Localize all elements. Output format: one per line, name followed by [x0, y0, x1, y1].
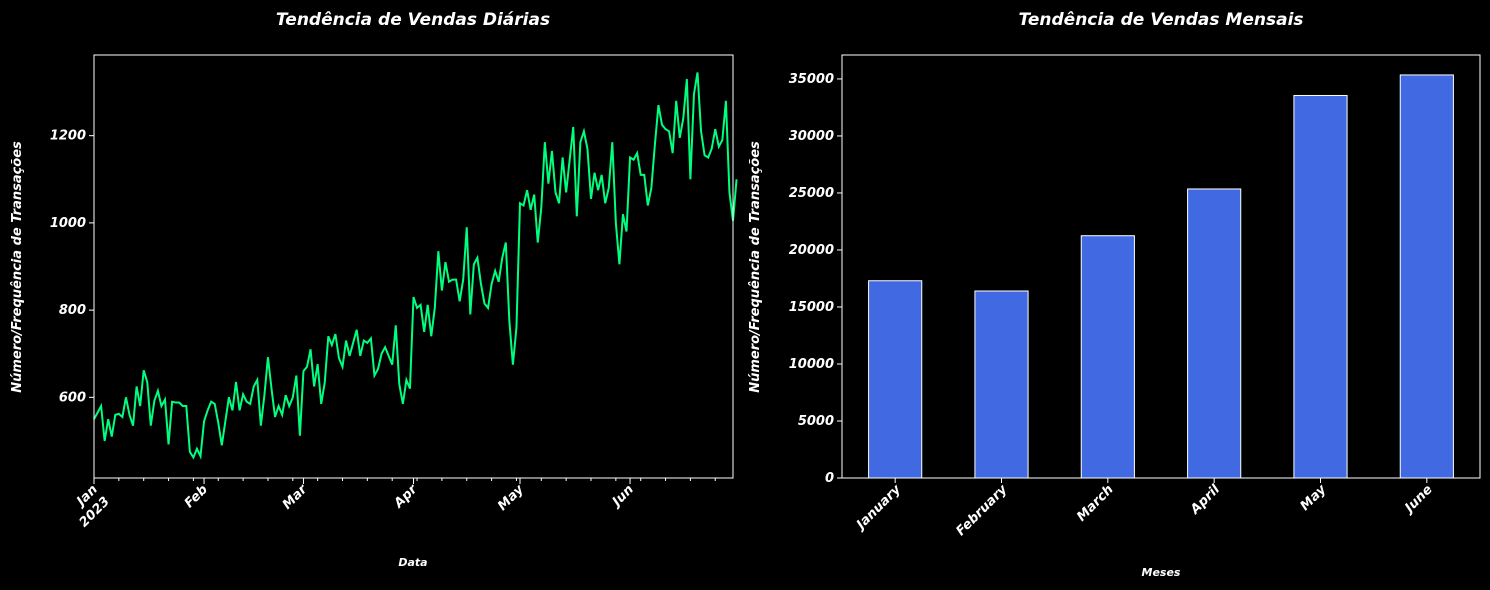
- y-tick-label: 0: [825, 471, 834, 486]
- bar: [1187, 188, 1242, 479]
- x-tick-label: April: [1187, 482, 1223, 518]
- bar: [1293, 94, 1348, 479]
- monthly-sales-chart: Tendência de Vendas Mensais Número/Frequ…: [748, 10, 1481, 579]
- x-tick-label: May: [1298, 482, 1330, 514]
- y-tick-label: 35000: [789, 72, 834, 87]
- plot-frame: [93, 54, 734, 479]
- y-tick-label: 5000: [798, 414, 834, 429]
- bar: [974, 290, 1029, 479]
- x-axis-label: Meses: [1142, 566, 1181, 579]
- x-tick-label: March: [1074, 482, 1116, 524]
- y-tick-label: 30000: [789, 129, 834, 144]
- bar: [868, 280, 923, 479]
- x-tick-label: Mar: [280, 481, 312, 513]
- x-tick-label: Apr: [391, 481, 422, 512]
- y-tick-label: 600: [59, 390, 86, 405]
- x-tick-label: February: [954, 482, 1011, 539]
- bars: [868, 74, 1454, 479]
- y-tick-label: 10000: [789, 357, 834, 372]
- y-tick-label: 15000: [789, 300, 834, 315]
- x-tick-label: Feb: [182, 482, 211, 511]
- y-axis-ticks: 0 5000 10000 15000 20000 25000 30000 35000: [789, 72, 842, 486]
- y-axis-label: Número/Frequência de Transações: [10, 141, 25, 393]
- bar: [1399, 74, 1454, 479]
- x-tick-label: Jun: [608, 482, 637, 511]
- plot-frame: [841, 54, 1481, 479]
- y-axis-ticks: 600 800 1000 1200: [50, 129, 94, 405]
- x-axis-ticks: January February March April May June: [852, 478, 1436, 539]
- y-tick-label: 800: [59, 303, 86, 318]
- y-tick-label: 1200: [50, 129, 86, 144]
- bar: [1080, 235, 1135, 479]
- chart-title: Tendência de Vendas Diárias: [276, 10, 550, 30]
- x-tick-label: January: [852, 482, 905, 535]
- chart-title: Tendência de Vendas Mensais: [1018, 10, 1303, 30]
- daily-sales-line: [93, 72, 738, 460]
- x-axis-label: Data: [398, 556, 427, 569]
- y-tick-label: 20000: [789, 243, 834, 258]
- y-axis-label: Número/Frequência de Transações: [748, 141, 763, 393]
- y-tick-label: 1000: [50, 216, 86, 231]
- daily-sales-chart: Tendência de Vendas Diárias Número/Frequ…: [10, 10, 738, 569]
- x-tick-label: June: [1400, 482, 1436, 518]
- x-tick-label: May: [495, 482, 527, 514]
- y-tick-label: 25000: [789, 186, 834, 201]
